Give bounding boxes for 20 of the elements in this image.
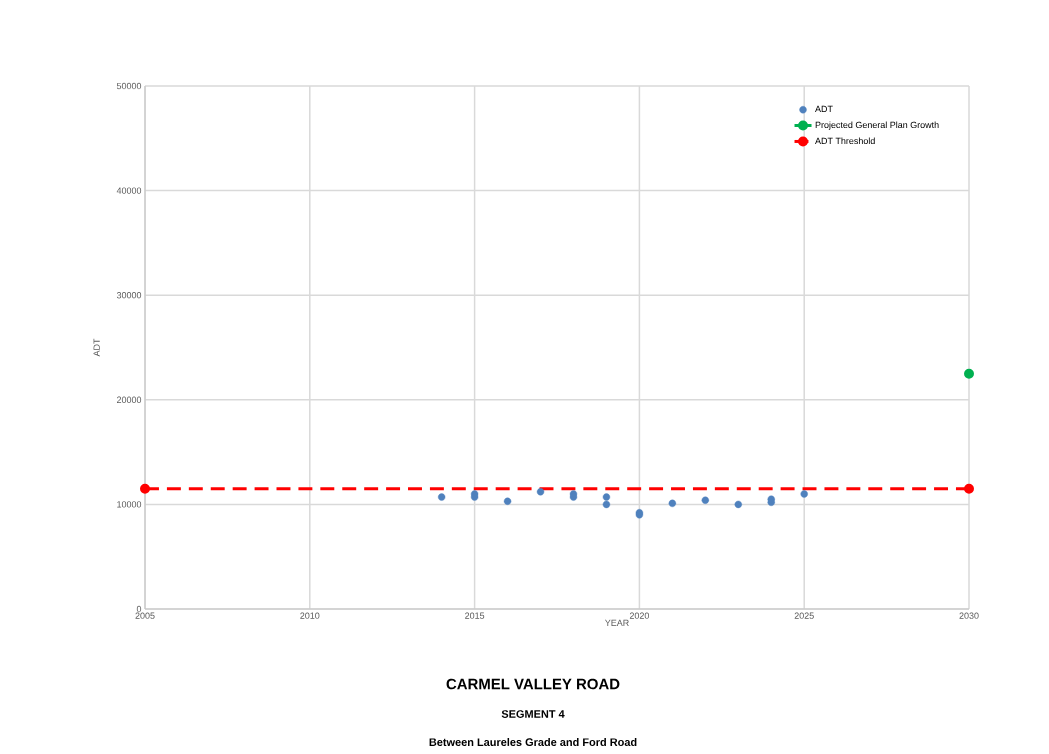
y-tick-label: 50000 xyxy=(116,82,142,90)
text: SEGMENT 4 xyxy=(501,710,565,718)
x-tick-label: 2015 xyxy=(465,612,485,619)
y-axis-title: ADT xyxy=(93,338,100,357)
y-tick-label: 0 xyxy=(136,605,142,613)
text: CARMEL VALLEY ROAD xyxy=(446,678,620,690)
x-tick-label: 2005 xyxy=(135,612,155,619)
y-tick-label: 20000 xyxy=(117,396,142,403)
legend-label: ADT Threshold xyxy=(815,137,875,145)
y-tick-label: 40000 xyxy=(116,187,142,194)
y-tick-label: 10000 xyxy=(117,501,142,508)
x-tick-label: 2025 xyxy=(794,612,814,619)
legend-label: ADT xyxy=(815,105,833,113)
x-tick-label: 2020 xyxy=(629,612,650,619)
x-tick-label: 2010 xyxy=(300,612,320,619)
y-tick-label: 30000 xyxy=(116,292,142,299)
x-tick-label: 2030 xyxy=(959,612,979,619)
legend-label: Projected General Plan Growth xyxy=(815,121,939,130)
x-axis-title: YEAR xyxy=(605,619,629,626)
text: Between Laureles Grade and Ford Road xyxy=(429,737,637,747)
